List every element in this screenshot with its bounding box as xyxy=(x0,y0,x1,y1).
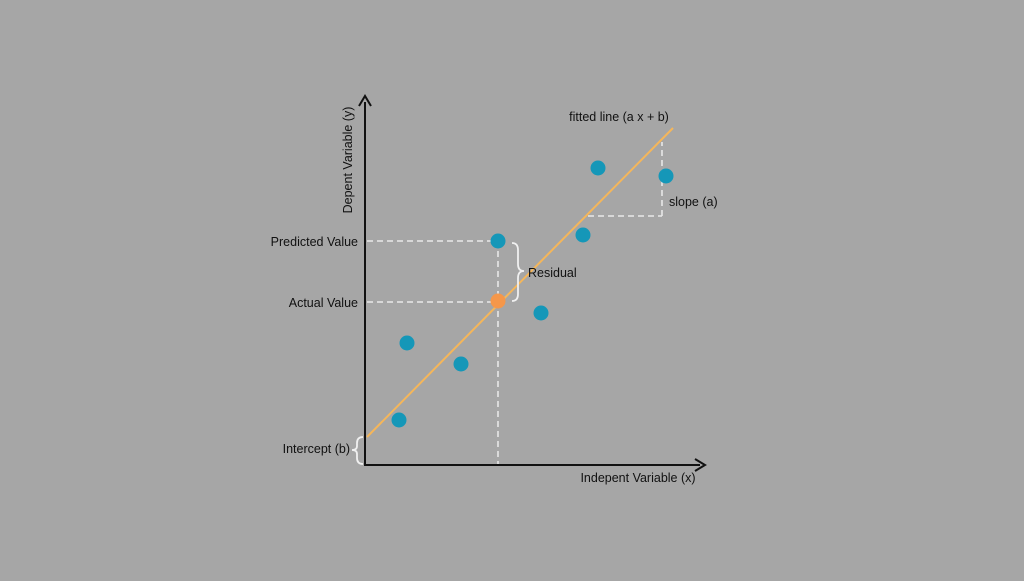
x-axis-label: Indepent Variable (x) xyxy=(580,471,695,485)
data-point xyxy=(590,160,606,176)
curly-brace-icon xyxy=(511,242,525,302)
curly-brace-icon xyxy=(351,436,364,465)
data-point xyxy=(658,168,674,184)
slope-label: slope (a) xyxy=(669,195,718,209)
arrow-up-icon xyxy=(358,94,372,107)
arrow-right-icon xyxy=(694,458,707,472)
fitted-line-label: fitted line (a x + b) xyxy=(569,110,669,124)
predicted-point xyxy=(490,293,506,309)
intercept-label: Intercept (b) xyxy=(283,442,350,456)
axes xyxy=(364,102,700,466)
predicted-value-label: Predicted Value xyxy=(271,235,358,249)
data-point xyxy=(490,233,506,249)
guide-lines xyxy=(367,142,663,464)
data-point xyxy=(575,227,591,243)
y-axis-label: Depent Variable (y) xyxy=(341,107,355,214)
residual-label: Residual xyxy=(528,266,577,280)
fitted-line xyxy=(366,127,674,438)
data-point xyxy=(391,412,407,428)
actual-value-label: Actual Value xyxy=(289,296,358,310)
data-point xyxy=(533,305,549,321)
data-point xyxy=(453,356,469,372)
data-point xyxy=(399,335,415,351)
data-points xyxy=(391,160,674,428)
